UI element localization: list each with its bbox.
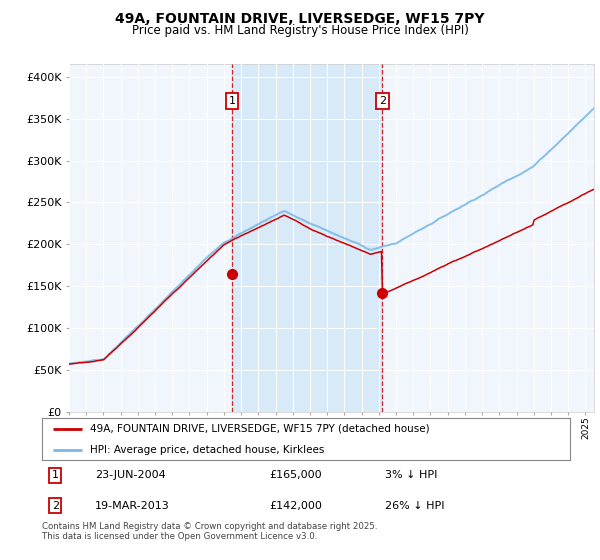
- Text: 2: 2: [52, 501, 59, 511]
- Text: Contains HM Land Registry data © Crown copyright and database right 2025.
This d: Contains HM Land Registry data © Crown c…: [42, 522, 377, 542]
- Text: 19-MAR-2013: 19-MAR-2013: [95, 501, 170, 511]
- Text: 3% ↓ HPI: 3% ↓ HPI: [385, 470, 437, 480]
- Bar: [232, 64, 382, 412]
- Text: 1: 1: [229, 96, 236, 106]
- Text: £142,000: £142,000: [269, 501, 322, 511]
- Text: HPI: Average price, detached house, Kirklees: HPI: Average price, detached house, Kirk…: [89, 445, 324, 455]
- Text: 1: 1: [52, 470, 59, 480]
- Text: 23-JUN-2004: 23-JUN-2004: [95, 470, 166, 480]
- Text: 49A, FOUNTAIN DRIVE, LIVERSEDGE, WF15 7PY: 49A, FOUNTAIN DRIVE, LIVERSEDGE, WF15 7P…: [115, 12, 485, 26]
- Text: 49A, FOUNTAIN DRIVE, LIVERSEDGE, WF15 7PY (detached house): 49A, FOUNTAIN DRIVE, LIVERSEDGE, WF15 7P…: [89, 424, 429, 434]
- Text: £165,000: £165,000: [269, 470, 322, 480]
- Text: Price paid vs. HM Land Registry's House Price Index (HPI): Price paid vs. HM Land Registry's House …: [131, 24, 469, 36]
- Text: 2: 2: [379, 96, 386, 106]
- Text: 26% ↓ HPI: 26% ↓ HPI: [385, 501, 445, 511]
